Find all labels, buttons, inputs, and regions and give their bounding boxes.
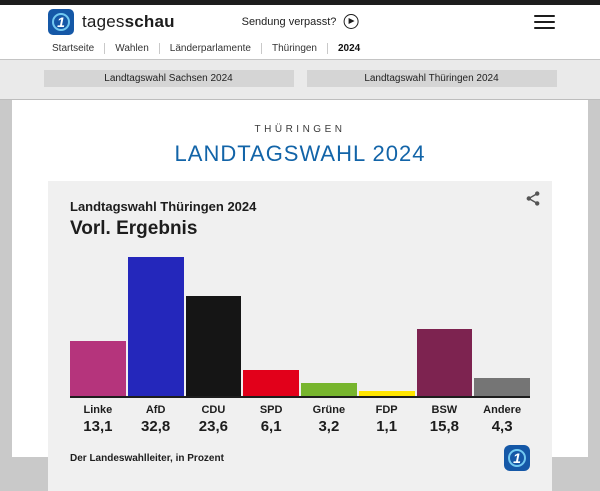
bar-cdu	[185, 296, 242, 396]
bar-label-linke: Linke 13,1	[70, 404, 126, 435]
party-value: 6,1	[260, 418, 282, 435]
breadcrumb-item-länderparlamente[interactable]: Länderparlamente	[169, 43, 251, 54]
party-value: 13,1	[83, 418, 113, 435]
bar-label-fdp: FDP 1,1	[359, 404, 415, 435]
party-name: FDP	[375, 404, 398, 416]
region-kicker: THÜRINGEN	[254, 124, 346, 135]
party-value: 1,1	[376, 418, 398, 435]
party-name: Linke	[83, 404, 113, 416]
bar-segment-fdp	[358, 391, 415, 396]
breadcrumb-item-wahlen[interactable]: Wahlen	[115, 43, 149, 54]
breadcrumb: Startseite Wahlen Länderparlamente Thüringe…	[0, 38, 600, 60]
bar-chart	[70, 250, 530, 398]
bar-label-grüne: Grüne 3,2	[301, 404, 357, 435]
svg-text:1: 1	[57, 14, 65, 30]
party-name: BSW	[431, 404, 458, 416]
menu-line	[534, 26, 555, 29]
bar-label-afd: AfD 32,8	[128, 404, 184, 435]
breadcrumb-separator	[260, 43, 262, 54]
site-header: 1 tagesschau Sendung verpasst?	[0, 5, 600, 38]
bar-segment-cdu	[185, 296, 242, 396]
page-title: LANDTAGSWAHL 2024	[174, 141, 426, 166]
election-tab-band: Landtagswahl Sachsen 2024 Landtagswahl T…	[0, 60, 600, 100]
breadcrumb-separator	[104, 43, 106, 54]
bar-linke	[70, 340, 126, 396]
chart-title: Landtagswahl Thüringen 2024	[70, 199, 257, 214]
party-name: CDU	[201, 404, 226, 416]
bar-bsw	[416, 329, 473, 396]
bar-segment-afd	[127, 257, 184, 396]
election-result-chart: Landtagswahl Thüringen 2024 Vorl. Ergebn…	[48, 181, 552, 491]
bar-label-bsw: BSW 15,8	[417, 404, 473, 435]
breadcrumb-item-startseite[interactable]: Startseite	[52, 43, 95, 54]
share-icon[interactable]	[526, 191, 540, 209]
sendung-verpasst-link[interactable]: Sendung verpasst?	[242, 14, 359, 29]
breadcrumb-item-thüringen[interactable]: Thüringen	[271, 43, 317, 54]
party-name: Andere	[483, 404, 522, 416]
tab-landtagswahl-thueringen[interactable]: Landtagswahl Thüringen 2024	[306, 70, 557, 87]
tab-landtagswahl-sachsen[interactable]: Landtagswahl Sachsen 2024	[43, 70, 294, 87]
breadcrumb-separator	[158, 43, 160, 54]
play-icon	[343, 14, 359, 29]
bar-label-cdu: CDU 23,6	[186, 404, 242, 435]
party-value: 3,2	[318, 418, 340, 435]
menu-line	[534, 14, 555, 17]
bar-fdp	[358, 391, 415, 396]
bar-segment-bsw	[416, 329, 473, 396]
tagesschau-logo[interactable]: 1 tagesschau	[48, 8, 175, 35]
svg-text:1: 1	[513, 450, 521, 466]
bar-grüne	[301, 382, 357, 396]
bar-chart-labels: Linke 13,1 AfD 32,8 CDU 23,6 SPD 6,1 Grüne 3,2 FDP…	[70, 404, 530, 435]
page-background: THÜRINGEN LANDTAGSWAHL 2024 Landtagswahl…	[0, 100, 600, 491]
party-value: 23,6	[198, 418, 228, 435]
menu-line	[534, 20, 555, 23]
party-name: SPD	[259, 404, 283, 416]
tagesschau-logo-icon: 1	[48, 8, 74, 35]
party-name: Grüne	[312, 404, 346, 416]
bar-label-andere: Andere 4,3	[474, 404, 530, 435]
breadcrumb-separator	[327, 43, 328, 54]
sendung-verpasst-label: Sendung verpasst?	[241, 15, 337, 28]
bar-andere	[474, 377, 530, 396]
bar-segment-grüne	[301, 382, 357, 396]
bar-segment-linke	[70, 340, 126, 396]
main-content: THÜRINGEN LANDTAGSWAHL 2024 Landtagswahl…	[12, 100, 588, 491]
bar-label-spd: SPD 6,1	[243, 404, 299, 435]
bar-segment-andere	[474, 377, 530, 396]
party-value: 32,8	[141, 418, 171, 435]
party-name: AfD	[145, 404, 166, 416]
party-value: 15,8	[429, 418, 459, 435]
bar-afd	[127, 257, 184, 396]
chart-subtitle: Vorl. Ergebnis	[70, 218, 198, 239]
party-value: 4,3	[491, 418, 513, 435]
breadcrumb-item-2024[interactable]: 2024	[338, 43, 361, 54]
top-strip	[0, 0, 600, 5]
tagesschau-logo-small-icon: 1	[504, 445, 530, 471]
menu-button[interactable]	[534, 14, 555, 29]
tagesschau-wordmark: tagesschau	[82, 11, 175, 31]
chart-source: Der Landeswahlleiter, in Prozent	[70, 452, 224, 464]
bar-spd	[243, 370, 299, 396]
chart-footer: Der Landeswahlleiter, in Prozent 1	[70, 445, 530, 471]
bar-segment-spd	[243, 370, 299, 396]
